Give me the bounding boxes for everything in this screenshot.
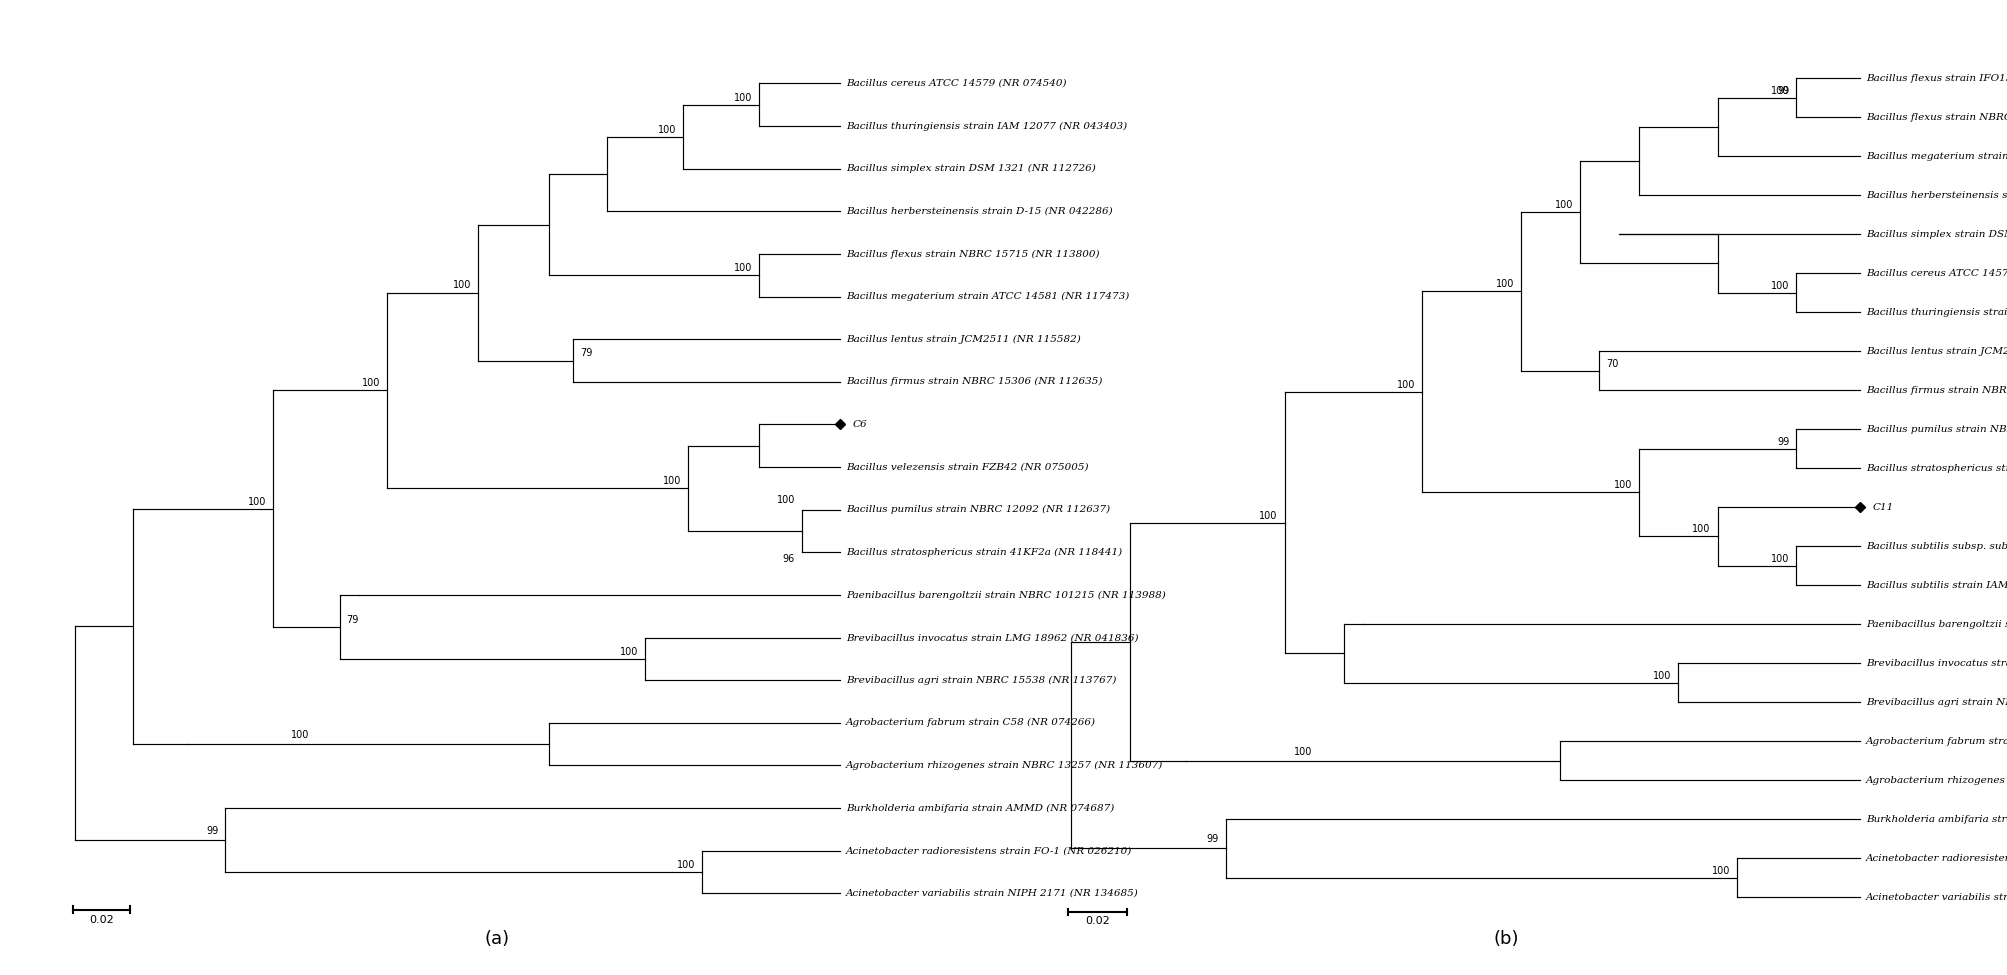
Text: 99: 99 bbox=[1206, 835, 1218, 844]
Text: Agrobacterium fabrum strain C58 (NR 074266): Agrobacterium fabrum strain C58 (NR 0742… bbox=[845, 719, 1096, 727]
Text: C11: C11 bbox=[1873, 502, 1893, 512]
Text: Burkholderia ambifaria strain AMMD (NR 074687): Burkholderia ambifaria strain AMMD (NR 0… bbox=[1865, 814, 2007, 824]
Text: (b): (b) bbox=[1493, 930, 1517, 948]
Text: Acinetobacter variabilis strain NIPH 2171 (NR 134685): Acinetobacter variabilis strain NIPH 217… bbox=[845, 889, 1138, 898]
Text: Bacillus simplex strain DSM 1321 (NR 112726): Bacillus simplex strain DSM 1321 (NR 112… bbox=[845, 164, 1096, 174]
Text: Bacillus stratosphericus strain 41KF2a (NR 118441): Bacillus stratosphericus strain 41KF2a (… bbox=[845, 548, 1122, 557]
Text: 100: 100 bbox=[361, 378, 381, 388]
Text: Brevibacillus agri strain NBRC 15538 (NR 113767): Brevibacillus agri strain NBRC 15538 (NR… bbox=[845, 676, 1116, 684]
Text: Bacillus lentus strain JCM2511 (NR 115582): Bacillus lentus strain JCM2511 (NR 11558… bbox=[1865, 346, 2007, 356]
Text: Agrobacterium rhizogenes strain NBRC 13257 (NR 113607): Agrobacterium rhizogenes strain NBRC 132… bbox=[845, 760, 1162, 770]
Text: 100: 100 bbox=[1770, 554, 1788, 564]
Text: Paenibacillus barengoltzii strain NBRC 101215 (NR 113988): Paenibacillus barengoltzii strain NBRC 1… bbox=[845, 591, 1166, 600]
Text: Acinetobacter radioresistens strain FO-1 (NR 026210): Acinetobacter radioresistens strain FO-1… bbox=[845, 846, 1132, 855]
Text: 100: 100 bbox=[1712, 866, 1730, 876]
Text: 100: 100 bbox=[247, 496, 267, 507]
Text: Brevibacillus invocatus strain LMG 18962 (NR 041836): Brevibacillus invocatus strain LMG 18962… bbox=[845, 633, 1138, 643]
Text: Bacillus megaterium strain ATCC 14581 (NR 117473): Bacillus megaterium strain ATCC 14581 (N… bbox=[845, 292, 1128, 301]
Text: Bacillus flexus strain IFO15715 (NR 024691): Bacillus flexus strain IFO15715 (NR 0246… bbox=[1865, 73, 2007, 83]
Text: Bacillus stratosphericus strain 41KF2a (NR 118441): Bacillus stratosphericus strain 41KF2a (… bbox=[1865, 463, 2007, 473]
Text: Bacillus flexus strain NBRC 15715 (NR 113800): Bacillus flexus strain NBRC 15715 (NR 11… bbox=[845, 250, 1100, 258]
Text: 100: 100 bbox=[658, 125, 676, 135]
Text: 0.02: 0.02 bbox=[1084, 916, 1110, 926]
Text: Bacillus herbersteinensis strain D-15 (NR 042286): Bacillus herbersteinensis strain D-15 (N… bbox=[845, 207, 1112, 215]
Text: Bacillus cereus ATCC 14579 (NR 074540): Bacillus cereus ATCC 14579 (NR 074540) bbox=[1865, 268, 2007, 278]
Text: Bacillus pumilus strain NBRC 12092 (NR 112637): Bacillus pumilus strain NBRC 12092 (NR 1… bbox=[1865, 424, 2007, 434]
Text: 100: 100 bbox=[1397, 380, 1415, 390]
Text: 100: 100 bbox=[454, 281, 472, 291]
Text: Bacillus thuringiensis strain IAM 12077 (NR 043403): Bacillus thuringiensis strain IAM 12077 … bbox=[1865, 307, 2007, 317]
Text: 100: 100 bbox=[1553, 200, 1571, 210]
Text: Bacillus firmus strain NBRC 15306 (NR 112635): Bacillus firmus strain NBRC 15306 (NR 11… bbox=[845, 377, 1102, 386]
Text: 100: 100 bbox=[735, 93, 753, 102]
Text: 100: 100 bbox=[1293, 747, 1311, 757]
Text: 100: 100 bbox=[676, 860, 694, 870]
Text: Bacillus subtilis subsp. subtilis strain 168 (NR 102783): Bacillus subtilis subsp. subtilis strain… bbox=[1865, 541, 2007, 551]
Text: Burkholderia ambifaria strain AMMD (NR 074687): Burkholderia ambifaria strain AMMD (NR 0… bbox=[845, 803, 1114, 813]
Text: 79: 79 bbox=[345, 615, 359, 625]
Text: 100: 100 bbox=[620, 646, 638, 657]
Text: 100: 100 bbox=[1692, 525, 1710, 534]
Text: Bacillus simplex strain DSM 1321 (NR 112726): Bacillus simplex strain DSM 1321 (NR 112… bbox=[1865, 229, 2007, 239]
Text: Acinetobacter variabilis strain NIPH 2171 (NR 134685): Acinetobacter variabilis strain NIPH 217… bbox=[1865, 892, 2007, 902]
Text: Bacillus firmus strain NBRC 15306 (NR 112635): Bacillus firmus strain NBRC 15306 (NR 11… bbox=[1865, 385, 2007, 395]
Text: Agrobacterium fabrum strain C58 (NR 074266): Agrobacterium fabrum strain C58 (NR 0742… bbox=[1865, 736, 2007, 746]
Text: 99: 99 bbox=[207, 826, 219, 836]
Text: 100: 100 bbox=[291, 730, 309, 740]
Text: 99: 99 bbox=[1776, 437, 1788, 447]
Text: Bacillus cereus ATCC 14579 (NR 074540): Bacillus cereus ATCC 14579 (NR 074540) bbox=[845, 79, 1066, 88]
Text: 100: 100 bbox=[735, 263, 753, 273]
Text: 100: 100 bbox=[1614, 481, 1632, 490]
Text: 100: 100 bbox=[662, 476, 680, 487]
Text: 79: 79 bbox=[580, 348, 592, 359]
Text: Agrobacterium rhizogenes strain NBRC 13257 (NR 113607): Agrobacterium rhizogenes strain NBRC 132… bbox=[1865, 775, 2007, 785]
Text: Acinetobacter radioresistens strain FO-1 (NR 026210): Acinetobacter radioresistens strain FO-1… bbox=[1865, 853, 2007, 863]
Text: Brevibacillus invocatus strain LMG 18962 (NR 041836): Brevibacillus invocatus strain LMG 18962… bbox=[1865, 658, 2007, 668]
Text: Bacillus velezensis strain FZB42 (NR 075005): Bacillus velezensis strain FZB42 (NR 075… bbox=[845, 462, 1088, 472]
Text: Bacillus subtilis strain IAM 12118 (NR 112116): Bacillus subtilis strain IAM 12118 (NR 1… bbox=[1865, 580, 2007, 590]
Text: 100: 100 bbox=[1495, 279, 1513, 290]
Text: Bacillus megaterium strain ATCC 14581 (NR 117473): Bacillus megaterium strain ATCC 14581 (N… bbox=[1865, 151, 2007, 161]
Text: 70: 70 bbox=[1606, 359, 1618, 369]
Text: Brevibacillus agri strain NBRC 15538 (NR 113767): Brevibacillus agri strain NBRC 15538 (NR… bbox=[1865, 697, 2007, 707]
Text: 0.02: 0.02 bbox=[88, 915, 114, 924]
Text: 100: 100 bbox=[1652, 671, 1670, 681]
Text: Bacillus pumilus strain NBRC 12092 (NR 112637): Bacillus pumilus strain NBRC 12092 (NR 1… bbox=[845, 505, 1110, 514]
Text: C6: C6 bbox=[853, 420, 867, 429]
Text: 100: 100 bbox=[777, 495, 795, 505]
Text: 96: 96 bbox=[783, 555, 795, 565]
Text: (a): (a) bbox=[484, 929, 510, 948]
Text: 100: 100 bbox=[1770, 86, 1788, 96]
Text: Bacillus herbersteinensis strain D-15 (NR 042286): Bacillus herbersteinensis strain D-15 (N… bbox=[1865, 190, 2007, 200]
Text: Bacillus lentus strain JCM2511 (NR 115582): Bacillus lentus strain JCM2511 (NR 11558… bbox=[845, 334, 1080, 344]
Text: 99: 99 bbox=[1776, 86, 1788, 96]
Text: Paenibacillus barengoltzii strain NBRC 101215 (NR 113988): Paenibacillus barengoltzii strain NBRC 1… bbox=[1865, 619, 2007, 629]
Text: 100: 100 bbox=[1770, 281, 1788, 291]
Text: Bacillus thuringiensis strain IAM 12077 (NR 043403): Bacillus thuringiensis strain IAM 12077 … bbox=[845, 122, 1126, 131]
Text: 100: 100 bbox=[1258, 511, 1276, 521]
Text: Bacillus flexus strain NBRC 15715 (NR 113800): Bacillus flexus strain NBRC 15715 (NR 11… bbox=[1865, 112, 2007, 122]
